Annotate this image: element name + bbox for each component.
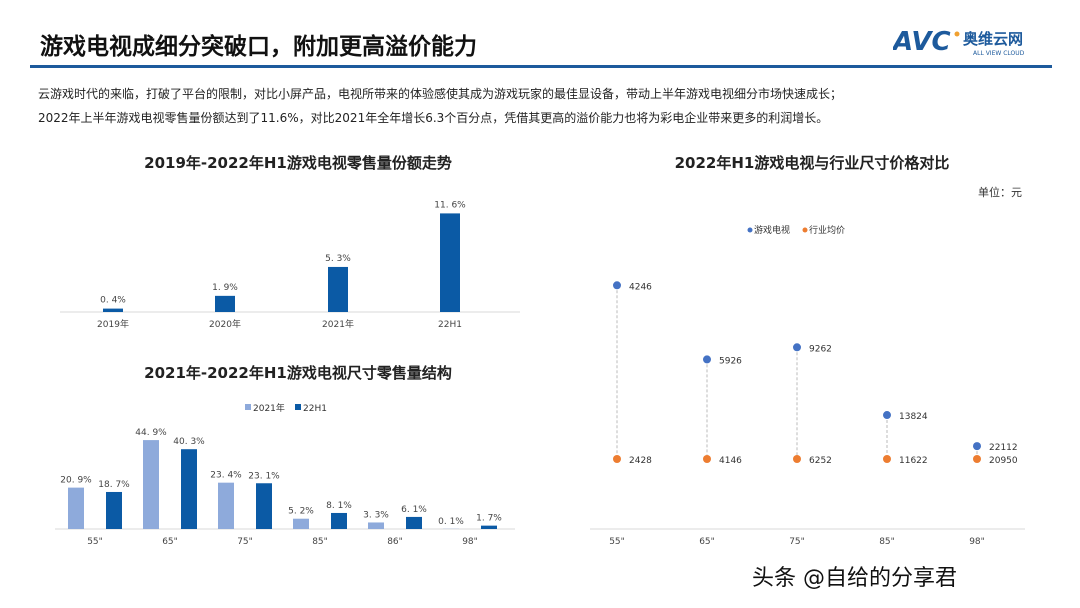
chart2-tick-label: 85" (312, 537, 328, 547)
chart3-tick-label: 98" (969, 537, 985, 547)
body-text-line: 2022年上半年游戏电视零售量份额达到了11.6%，对比2021年全年增长6.3… (38, 111, 829, 125)
chart2-legend-swatch (245, 404, 251, 410)
chart2-tick-label: 55" (87, 537, 103, 547)
chart2-bar (106, 491, 122, 529)
chart3-point (973, 455, 981, 463)
chart2-bar (293, 518, 309, 529)
chart1-bar (440, 213, 460, 312)
chart3-data-label: 9262 (809, 344, 832, 354)
chart1-tick-label: 2021年 (322, 318, 354, 330)
avc-logo: AVC 奥维云网 ALL VIEW CLOUD (893, 27, 1025, 57)
chart3-data-label: 4146 (719, 456, 742, 466)
chart3-point (703, 455, 711, 463)
chart2-bar (143, 440, 159, 529)
chart2-legend-label: 22H1 (303, 404, 327, 414)
chart2-data-label: 3. 3% (363, 510, 389, 520)
chart1-bar (103, 308, 123, 312)
chart2-tick-label: 65" (162, 537, 178, 547)
chart3-tick-label: 75" (789, 537, 805, 547)
chart1-data-label: 11. 6% (434, 200, 466, 210)
chart3-point (793, 343, 801, 352)
chart2-tick-label: 75" (237, 537, 253, 547)
chart3-point (793, 455, 801, 463)
chart3-point (883, 411, 891, 420)
chart3-data-label: 11622 (899, 456, 928, 466)
chart2-data-label: 44. 9% (135, 428, 167, 438)
chart3-legend-marker (802, 227, 808, 233)
chart2-bar (481, 525, 497, 529)
chart3-data-label: 13824 (899, 412, 928, 422)
chart1-data-label: 0. 4% (100, 296, 126, 306)
chart2-bar (331, 512, 347, 529)
chart3-legend-marker (747, 227, 753, 233)
chart1-tick-label: 22H1 (438, 320, 462, 330)
unit-label: 单位：元 (978, 186, 1022, 199)
chart3-point (973, 442, 981, 451)
chart2-bar (368, 522, 384, 529)
chart3-point (703, 355, 711, 364)
chart3-point (883, 455, 891, 463)
chart3-data-label: 6252 (809, 456, 832, 466)
chart3-data-label: 22112 (989, 443, 1018, 453)
chart3-legend-label: 行业均价 (809, 224, 845, 236)
chart3-data-label: 20950 (989, 456, 1018, 466)
page-title: 游戏电视成细分突破口，附加更高溢价能力 (40, 34, 477, 60)
chart1-title: 2019年-2022年H1游戏电视零售量份额走势 (144, 154, 452, 172)
chart2-title: 2021年-2022年H1游戏电视尺寸零售量结构 (144, 364, 452, 382)
chart2-data-label: 5. 2% (288, 507, 314, 517)
chart1-bar (215, 295, 235, 312)
chart2-data-label: 8. 1% (326, 501, 352, 511)
chart2-data-label: 23. 4% (210, 471, 242, 481)
chart2-bar (406, 516, 422, 529)
chart1-bar (328, 266, 348, 312)
chart2-data-label: 20. 9% (60, 476, 92, 486)
chart3-data-label: 5926 (719, 356, 742, 366)
body-text-line: 云游戏时代的来临，打破了平台的限制，对比小屏产品，电视所带来的体验感使其成为游戏… (38, 87, 843, 101)
header-divider (30, 65, 1052, 68)
source-credit: 头条 @自给的分享君 (752, 566, 957, 591)
chart1-tick-label: 2020年 (209, 318, 241, 330)
chart3-point (613, 455, 621, 463)
chart1-data-label: 5. 3% (325, 254, 351, 264)
svg-text:ALL VIEW CLOUD: ALL VIEW CLOUD (973, 50, 1025, 57)
chart2-tick-label: 98" (462, 537, 478, 547)
chart2-bar (256, 483, 272, 529)
svg-text:AVC: AVC (893, 27, 951, 57)
chart1-tick-label: 2019年 (97, 318, 129, 330)
chart2-data-label: 1. 7% (476, 514, 502, 524)
chart2-legend-label: 2021年 (253, 402, 285, 414)
chart2-bar (181, 449, 197, 529)
chart3-point (613, 281, 621, 290)
chart3-tick-label: 85" (879, 537, 895, 547)
chart2-data-label: 18. 7% (98, 480, 130, 490)
chart2-data-label: 23. 1% (248, 471, 280, 481)
chart3-data-label: 2428 (629, 456, 652, 466)
chart3-title: 2022年H1游戏电视与行业尺寸价格对比 (674, 154, 950, 172)
chart2-data-label: 0. 1% (438, 517, 464, 527)
chart2-data-label: 40. 3% (173, 437, 205, 447)
chart3-data-label: 4246 (629, 282, 652, 292)
chart3-tick-label: 55" (609, 537, 625, 547)
chart2-bar (218, 482, 234, 529)
chart2-tick-label: 86" (387, 537, 403, 547)
svg-text:奥维云网: 奥维云网 (963, 30, 1023, 48)
chart2-bar (68, 487, 84, 529)
chart3-legend-label: 游戏电视 (754, 224, 790, 236)
chart2-data-label: 6. 1% (401, 505, 427, 515)
chart3-tick-label: 65" (699, 537, 715, 547)
chart2-legend-swatch (295, 404, 301, 410)
chart1-data-label: 1. 9% (212, 283, 238, 293)
